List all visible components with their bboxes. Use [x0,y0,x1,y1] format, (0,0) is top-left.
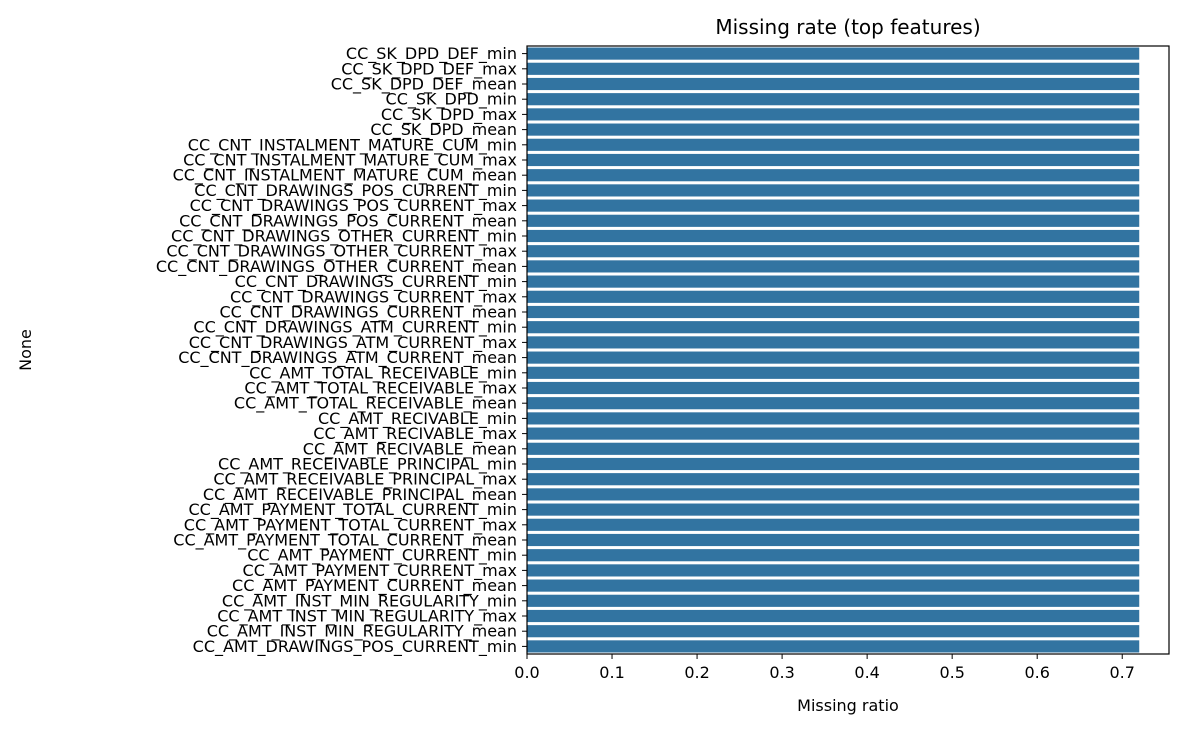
y-tick-label: CC_CNT_DRAWINGS_ATM_CURRENT_max [189,333,517,353]
bar [527,427,1140,440]
x-tick-label: 0.5 [939,663,964,682]
x-axis-label: Missing ratio [797,696,899,715]
y-tick-label: CC_AMT_TOTAL_RECEIVABLE_min [249,363,517,383]
bar [527,488,1140,501]
bars-layer [527,47,1140,653]
bar [527,336,1140,349]
y-tick-label: CC_SK_DPD_DEF_mean [331,75,517,95]
y-tick-label: CC_CNT_DRAWINGS_OTHER_CURRENT_max [166,242,517,262]
bar [527,625,1140,638]
x-tick-label: 0.4 [854,663,879,682]
bar [527,108,1140,121]
y-tick-label: CC_CNT_DRAWINGS_ATM_CURRENT_min [193,318,517,338]
bar [527,77,1140,91]
bar [527,442,1140,455]
bar [527,412,1140,425]
bar [527,549,1140,562]
bar [527,47,1140,60]
y-tick-label: CC_AMT_PAYMENT_CURRENT_min [247,546,517,566]
bar [527,351,1140,364]
y-tick-label: CC_CNT_DRAWINGS_POS_CURRENT_mean [179,211,517,231]
bar [527,229,1140,243]
bar [527,579,1140,592]
bar [527,457,1140,471]
x-tick-label: 0.0 [514,663,539,682]
bar [527,199,1140,212]
y-tick-label: CC_AMT_INST_MIN_REGULARITY_max [217,607,517,627]
bar [527,214,1140,227]
y-tick-label: CC_AMT_RECIVABLE_max [313,424,517,444]
y-tick-label: CC_CNT_DRAWINGS_CURRENT_min [235,272,517,292]
bar [527,503,1140,516]
y-tick-label: CC_AMT_RECEIVABLE_PRINCIPAL_min [218,455,517,475]
bar [527,169,1140,182]
y-tick-label: CC_CNT_DRAWINGS_CURRENT_max [230,287,517,307]
bar [527,184,1140,197]
x-tick-label: 0.6 [1024,663,1049,682]
bar [527,138,1140,151]
y-tick-label: CC_SK_DPD_max [381,105,517,125]
y-tick-label: CC_AMT_PAYMENT_CURRENT_mean [232,576,517,596]
bar [527,518,1140,531]
plot-frame [526,45,1170,655]
y-tick-label: CC_SK_DPD_mean [370,120,517,140]
bar [527,290,1140,303]
y-tick-label: CC_AMT_PAYMENT_TOTAL_CURRENT_min [188,500,517,520]
x-tick-label: 0.2 [684,663,709,682]
y-tick-label: CC_AMT_TOTAL_RECEIVABLE_mean [234,394,517,414]
y-tick-label: CC_CNT_DRAWINGS_OTHER_CURRENT_mean [156,257,517,277]
y-tick-label: CC_CNT_INSTALMENT_MATURE_CUM_max [183,151,517,171]
bar [527,321,1140,334]
y-tick-label: CC_AMT_RECEIVABLE_PRINCIPAL_max [213,470,517,490]
y-tick-label: CC_AMT_RECIVABLE_mean [303,439,517,459]
y-tick-label: CC_AMT_DRAWINGS_POS_CURRENT_min [193,637,517,657]
x-tick-label: 0.3 [769,663,794,682]
bar [527,366,1140,379]
y-tick-label: CC_CNT_DRAWINGS_POS_CURRENT_min [194,181,517,201]
y-tick-label: CC_SK_DPD_min [386,90,517,110]
bar [527,609,1140,623]
y-tick-label: CC_CNT_DRAWINGS_ATM_CURRENT_mean [178,348,517,368]
y-tick-label: CC_AMT_PAYMENT_TOTAL_CURRENT_mean [173,531,517,551]
bar [527,594,1140,607]
y-tick-label: CC_AMT_TOTAL_RECEIVABLE_max [244,379,517,399]
bar [527,640,1140,653]
y-axis-label: None [16,329,35,371]
x-axis-ticks: 0.0 0.1 0.2 0.3 0.4 0.5 0.6 0.7 [514,654,1135,682]
bar [527,381,1140,395]
y-tick-label: CC_AMT_PAYMENT_CURRENT_max [243,561,517,581]
y-tick-label: CC_AMT_RECIVABLE_min [318,409,517,429]
bar [527,564,1140,577]
y-tick-label: CC_CNT_DRAWINGS_POS_CURRENT_max [190,196,517,216]
bar [527,245,1140,258]
y-tick-label: CC_SK_DPD_DEF_max [341,59,517,79]
bar [527,93,1140,106]
bar [527,153,1140,167]
y-tick-label: CC_AMT_INST_MIN_REGULARITY_min [222,591,517,611]
y-tick-label: CC_AMT_RECEIVABLE_PRINCIPAL_mean [203,485,517,505]
y-tick-label: CC_AMT_PAYMENT_TOTAL_CURRENT_max [184,515,517,535]
y-tick-label: CC_CNT_INSTALMENT_MATURE_CUM_mean [173,166,517,186]
y-axis-ticks: CC_SK_DPD_DEF_minCC_SK_DPD_DEF_maxCC_SK_… [156,44,527,657]
bar [527,533,1140,547]
y-tick-label: CC_SK_DPD_DEF_min [346,44,517,64]
y-tick-label: CC_AMT_INST_MIN_REGULARITY_mean [207,622,517,642]
y-tick-label: CC_CNT_DRAWINGS_CURRENT_mean [219,303,517,323]
bar [527,275,1140,288]
bar [527,473,1140,486]
chart-title: Missing rate (top features) [715,15,980,39]
x-tick-label: 0.7 [1110,663,1135,682]
x-tick-label: 0.1 [599,663,624,682]
bar [527,305,1140,319]
bar [527,397,1140,410]
bar [527,260,1140,273]
y-tick-label: CC_CNT_INSTALMENT_MATURE_CUM_min [188,135,517,155]
y-tick-label: CC_CNT_DRAWINGS_OTHER_CURRENT_min [171,227,517,247]
bar [527,123,1140,136]
bar [527,62,1140,75]
